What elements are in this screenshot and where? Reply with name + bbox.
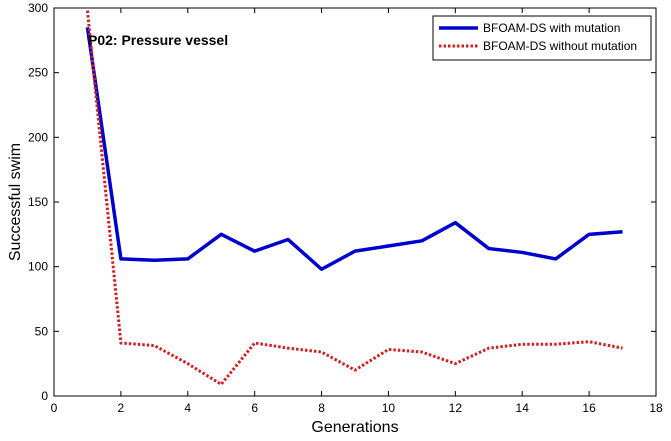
y-tick-label: 50 [35, 324, 49, 338]
x-tick-label: 4 [184, 401, 191, 415]
x-tick-label: 2 [118, 401, 125, 415]
plot-title: P02: Pressure vessel [88, 32, 228, 48]
y-axis-title: Successful swim [7, 143, 24, 261]
x-tick-label: 10 [382, 401, 396, 415]
legend: BFOAM-DS with mutation BFOAM-DS without … [432, 15, 652, 61]
x-tick-label: 16 [582, 401, 596, 415]
y-tick-label: 100 [28, 260, 48, 274]
y-tick-label: 250 [28, 66, 48, 80]
x-tick-label: 18 [649, 401, 663, 415]
y-tick-label: 200 [28, 130, 48, 144]
x-tick-label: 12 [449, 401, 463, 415]
legend-entry-without-mutation: BFOAM-DS without mutation [483, 39, 637, 53]
plot-frame [53, 7, 657, 397]
series-layer [85, 10, 623, 386]
x-tick-label: 14 [516, 401, 530, 415]
y-tick-label: 300 [28, 1, 48, 15]
x-axis-title: Generations [311, 419, 398, 436]
x-tick-label: 6 [251, 401, 258, 415]
x-tick-label: 0 [51, 401, 58, 415]
ticks-layer: 0 2 4 6 8 10 12 14 16 18 0 50 100 150 200 250 300 [28, 1, 663, 415]
x-tick-label: 8 [318, 401, 325, 415]
legend-box [432, 15, 652, 61]
legend-entry-with-mutation: BFOAM-DS with mutation [483, 21, 620, 35]
y-tick-label: 150 [28, 195, 48, 209]
y-tick-label: 0 [41, 389, 48, 403]
series-line-with-mutation [85, 27, 623, 272]
series-line-without-mutation [85, 10, 623, 386]
